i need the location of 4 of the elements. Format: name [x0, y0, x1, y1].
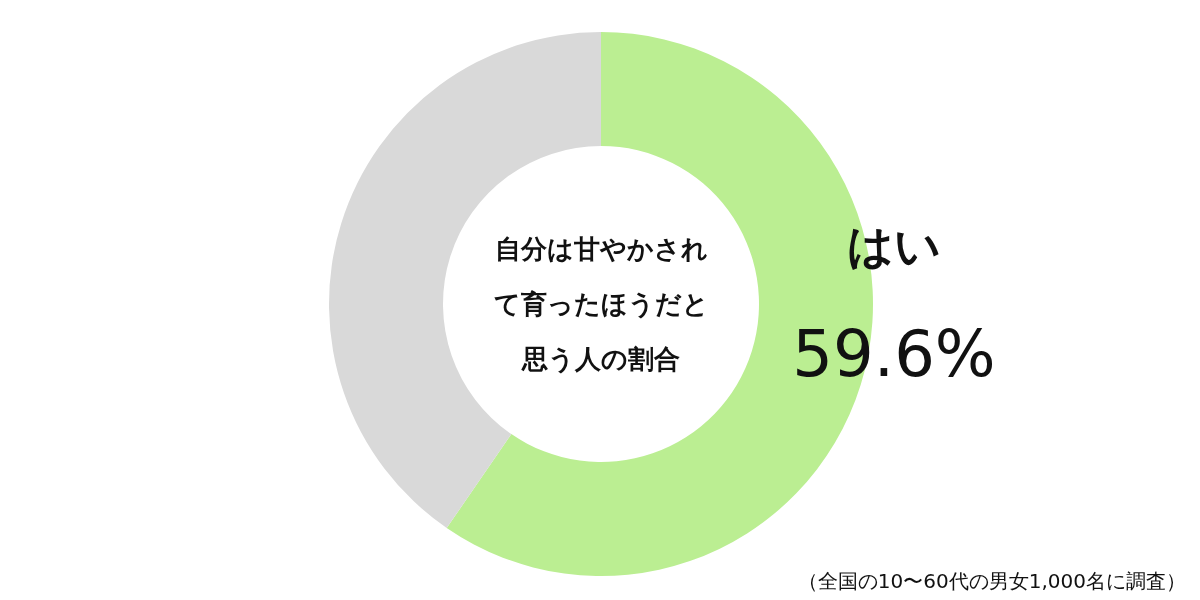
slice-label: はい — [847, 219, 941, 273]
data-label: 59.6% — [792, 317, 996, 391]
text: 自分は甘やかされて育ったほうだと思う人の割合 — [493, 234, 709, 374]
text: （全国の10〜60代の男女1,000名に調査） — [797, 569, 1186, 593]
